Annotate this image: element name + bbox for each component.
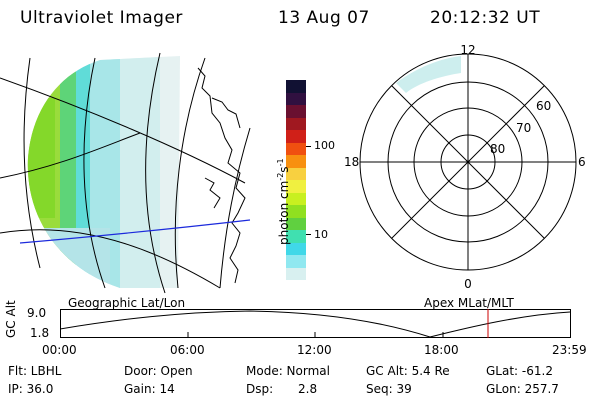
glon-status: GLon: 257.7 bbox=[486, 382, 559, 396]
altitude-plot bbox=[60, 309, 571, 338]
mlt-label-12: 12 bbox=[460, 43, 475, 57]
colorbar-segment bbox=[286, 180, 306, 193]
time-label: 20:12:32 UT bbox=[430, 8, 541, 28]
unit-text: photon cm bbox=[277, 180, 291, 245]
mlat-label-60: 60 bbox=[536, 99, 551, 113]
polar-plot: 12 18 6 0 60 70 80 bbox=[344, 43, 586, 291]
colorbar-segment bbox=[286, 80, 306, 93]
altitude-xtick-1800: 18:00 bbox=[424, 343, 459, 357]
colorbar bbox=[286, 80, 306, 280]
unit-exp2: -1 bbox=[276, 158, 285, 167]
colorbar-tick-100: 100 bbox=[314, 139, 335, 152]
instrument-title: Ultraviolet Imager bbox=[20, 8, 183, 28]
unit-s: s bbox=[277, 166, 291, 173]
colorbar-segment bbox=[286, 255, 306, 268]
coastline bbox=[197, 67, 246, 284]
geographic-image-panel bbox=[0, 52, 251, 294]
gc-alt-status: GC Alt: 5.4 Re bbox=[366, 364, 450, 378]
colorbar-segment bbox=[286, 117, 306, 130]
altitude-xtick-2359: 23:59 bbox=[552, 343, 587, 357]
colorbar-ticks bbox=[300, 138, 311, 235]
mlat-label-80: 80 bbox=[490, 142, 505, 156]
altitude-xtick-0000: 00:00 bbox=[42, 343, 77, 357]
lat-lon-grid bbox=[0, 52, 251, 294]
glat-status: GLat: -61.2 bbox=[486, 364, 553, 378]
mlt-label-6: 6 bbox=[578, 155, 586, 169]
seq-status: Seq: 39 bbox=[366, 382, 412, 396]
mlat-label-70: 70 bbox=[516, 121, 531, 135]
altitude-ylabel-text: GC Alt bbox=[4, 300, 18, 338]
gain-status: Gain: 14 bbox=[124, 382, 175, 396]
colorbar-tick-10: 10 bbox=[314, 228, 328, 241]
orbit-track-line bbox=[19, 219, 251, 244]
dsp-value: 2.8 bbox=[298, 382, 318, 396]
tick-mark-100 bbox=[306, 146, 311, 147]
geo-caption: Geographic Lat/Lon bbox=[68, 296, 186, 310]
altitude-xtick-0600: 06:00 bbox=[170, 343, 205, 357]
colorbar-segment bbox=[286, 192, 306, 205]
altitude-ytick-low: 1.8 bbox=[30, 326, 50, 340]
altitude-ytick-high: 9.0 bbox=[27, 306, 47, 320]
dsp-label: Dsp: bbox=[246, 382, 274, 396]
mlt-label-0: 0 bbox=[464, 277, 472, 291]
colorbar-segment bbox=[286, 142, 306, 155]
door-status: Door: Open bbox=[124, 364, 193, 378]
colorbar-segment bbox=[286, 217, 306, 230]
colorbar-segment bbox=[286, 155, 306, 168]
date-label: 13 Aug 07 bbox=[278, 8, 370, 28]
colorbar-segment bbox=[286, 92, 306, 105]
colorbar-segment bbox=[286, 105, 306, 118]
mode-status: Mode: Normal bbox=[246, 364, 330, 378]
aurora-emission-image bbox=[27, 56, 180, 288]
colorbar-segment bbox=[286, 205, 306, 218]
altitude-ylabel: GC Alt bbox=[0, 300, 18, 339]
polar-caption: Apex MLat/MLT bbox=[424, 296, 514, 310]
tick-mark-10 bbox=[306, 234, 311, 235]
altitude-xtick-1200: 12:00 bbox=[297, 343, 332, 357]
mlt-label-18: 18 bbox=[344, 155, 359, 169]
colorbar-segment bbox=[286, 130, 306, 143]
colorbar-segment bbox=[286, 242, 306, 255]
colorbar-segment bbox=[286, 267, 306, 280]
polar-aurora-patch bbox=[396, 56, 461, 93]
colorbar-segment bbox=[286, 167, 306, 180]
unit-exp1: -2 bbox=[276, 172, 285, 181]
colorbar-segment bbox=[286, 230, 306, 243]
colorbar-unit-label: photon cm-2s-1 bbox=[276, 158, 291, 246]
ip-status: IP: 36.0 bbox=[8, 382, 54, 396]
meridian-diag-2 bbox=[391, 85, 545, 239]
filter-status: Flt: LBHL bbox=[8, 364, 62, 378]
